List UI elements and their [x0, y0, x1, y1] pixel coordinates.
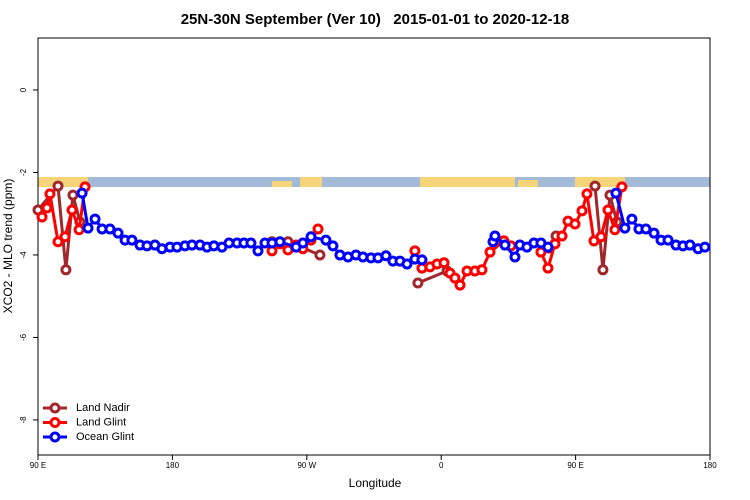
point — [499, 239, 511, 251]
point — [609, 224, 621, 236]
land-strip — [272, 181, 292, 187]
point — [454, 279, 466, 291]
legend-label: Land Glint — [76, 416, 126, 428]
point — [509, 251, 521, 263]
point — [52, 236, 64, 248]
point — [44, 188, 56, 200]
point — [305, 231, 317, 243]
land-strip — [420, 177, 515, 187]
legend-label: Land Nadir — [76, 402, 130, 414]
x-axis-label: Longitude — [349, 476, 402, 490]
x-tick-label: 180 — [703, 461, 717, 470]
point — [126, 234, 138, 246]
point — [312, 223, 324, 235]
point — [569, 218, 581, 230]
point — [59, 231, 71, 243]
point — [274, 236, 286, 248]
point — [576, 205, 588, 217]
point — [556, 230, 568, 242]
x-tick-label: 90 E — [567, 461, 583, 470]
point — [438, 257, 450, 269]
y-tick-label: -2 — [19, 168, 28, 176]
point — [484, 246, 496, 258]
y-axis-label: XCO2 - MLO trend (ppm) — [1, 179, 15, 314]
legend: Land Nadir Land Glint Ocean Glint — [43, 402, 134, 443]
point — [66, 204, 78, 216]
legend-label: Ocean Glint — [76, 431, 134, 443]
point — [542, 241, 554, 253]
legend-marker — [49, 402, 61, 414]
x-tick-label: 0 — [439, 461, 444, 470]
legend-marker — [49, 431, 61, 443]
land-strip — [300, 177, 322, 187]
point — [610, 187, 622, 199]
point — [76, 187, 88, 199]
series-line — [36, 182, 619, 285]
y-tick-label: 0 — [19, 87, 28, 92]
point — [380, 250, 392, 262]
ocean-strip — [38, 177, 710, 187]
y-tick-label: -4 — [19, 251, 28, 259]
point — [52, 180, 64, 192]
point — [67, 189, 79, 201]
point — [41, 202, 53, 214]
point — [89, 213, 101, 225]
point — [327, 240, 339, 252]
point — [112, 227, 124, 239]
point — [401, 258, 413, 270]
point — [640, 223, 652, 235]
point — [602, 204, 614, 216]
land-strip — [518, 180, 538, 187]
point — [297, 237, 309, 249]
land-strip — [575, 177, 625, 187]
point — [476, 264, 488, 276]
point — [595, 231, 607, 243]
point — [699, 241, 711, 253]
point — [626, 213, 638, 225]
land-strip — [38, 177, 88, 187]
point — [82, 222, 94, 234]
point — [542, 262, 554, 274]
point — [314, 249, 326, 261]
point — [662, 234, 674, 246]
point — [619, 222, 631, 234]
x-tick-label: 180 — [166, 461, 180, 470]
point — [449, 272, 461, 284]
point — [252, 245, 264, 257]
point — [489, 230, 501, 242]
point — [597, 264, 609, 276]
legend-marker — [49, 417, 61, 428]
y-tick-label: -8 — [19, 416, 28, 424]
point — [648, 227, 660, 239]
point — [104, 223, 116, 235]
point — [416, 254, 428, 266]
point — [320, 234, 332, 246]
land-ocean-strip — [38, 177, 710, 187]
point — [684, 239, 696, 251]
point — [73, 224, 85, 236]
point — [60, 264, 72, 276]
point — [589, 180, 601, 192]
point — [245, 237, 257, 249]
series — [76, 187, 711, 270]
point — [412, 277, 424, 289]
point — [36, 211, 48, 223]
y-tick-label: -6 — [19, 333, 28, 341]
point — [616, 181, 628, 193]
x-tick-label: 90 W — [297, 461, 316, 470]
x-tick-label: 90 E — [30, 461, 46, 470]
point — [581, 188, 593, 200]
chart-title: 25N-30N September (Ver 10) 2015-01-01 to… — [181, 11, 570, 28]
